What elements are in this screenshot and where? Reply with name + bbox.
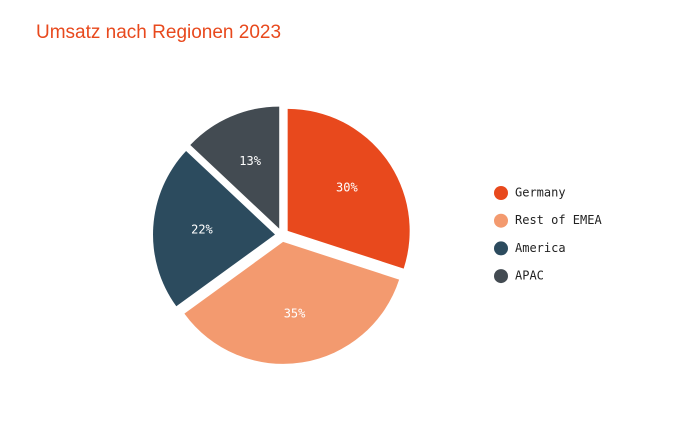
pie-slice [190, 106, 280, 229]
legend-swatch [494, 269, 508, 284]
slice-label: 22% [191, 222, 213, 236]
slice-label: 30% [336, 180, 358, 194]
slice-label: 13% [239, 154, 261, 168]
pie-slice [184, 241, 400, 364]
slice-label: 35% [284, 307, 306, 321]
legend-swatch [494, 241, 508, 256]
legend-swatch [494, 213, 508, 228]
legend-label: APAC [515, 269, 544, 283]
legend-label: America [515, 241, 566, 255]
chart-title: Umsatz nach Regionen 2023 [36, 22, 281, 43]
legend-swatch [494, 186, 508, 200]
legend-label: Germany [515, 186, 566, 200]
pie-slice [287, 108, 410, 269]
pie-slice [153, 151, 276, 307]
legend-label: Rest of EMEA [515, 213, 602, 227]
